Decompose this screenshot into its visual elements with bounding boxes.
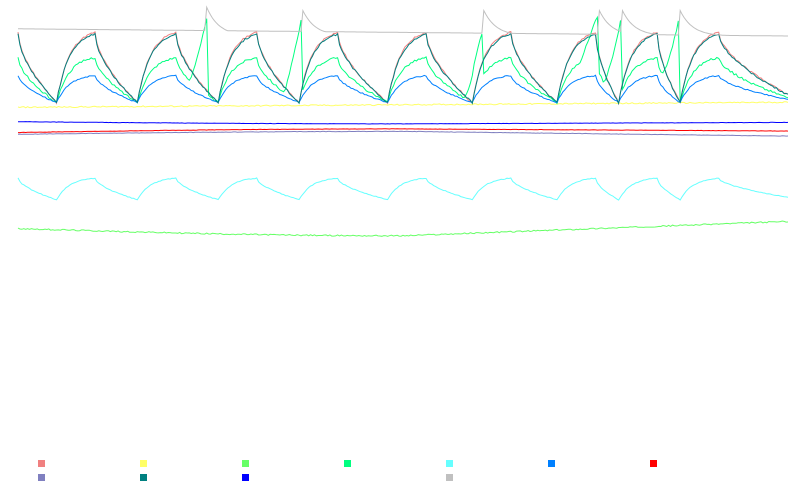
legend-swatch-7 — [650, 460, 657, 467]
legend-swatch-9 — [140, 474, 147, 481]
series-line-7 — [18, 128, 788, 134]
legend-swatch-6 — [548, 460, 555, 467]
series-line-5 — [17, 177, 788, 201]
legend-swatch-5 — [446, 460, 453, 467]
series-line-1 — [17, 30, 788, 106]
series-line-3 — [17, 220, 788, 237]
legend-swatch-4 — [344, 460, 351, 467]
series-line-8 — [17, 130, 788, 137]
legend-swatch-1 — [38, 460, 45, 467]
series-layer — [17, 5, 788, 237]
legend — [38, 460, 657, 481]
legend-swatch-3 — [242, 460, 249, 467]
series-line-4 — [17, 15, 788, 105]
legend-swatch-2 — [140, 460, 147, 467]
series-line-6 — [17, 74, 788, 104]
legend-swatch-8 — [38, 474, 45, 481]
series-line-11 — [18, 5, 788, 37]
series-line-2 — [17, 101, 788, 109]
legend-swatch-11 — [446, 474, 453, 481]
legend-swatch-10 — [242, 474, 249, 481]
series-line-10 — [17, 121, 788, 125]
series-line-9 — [17, 32, 788, 106]
